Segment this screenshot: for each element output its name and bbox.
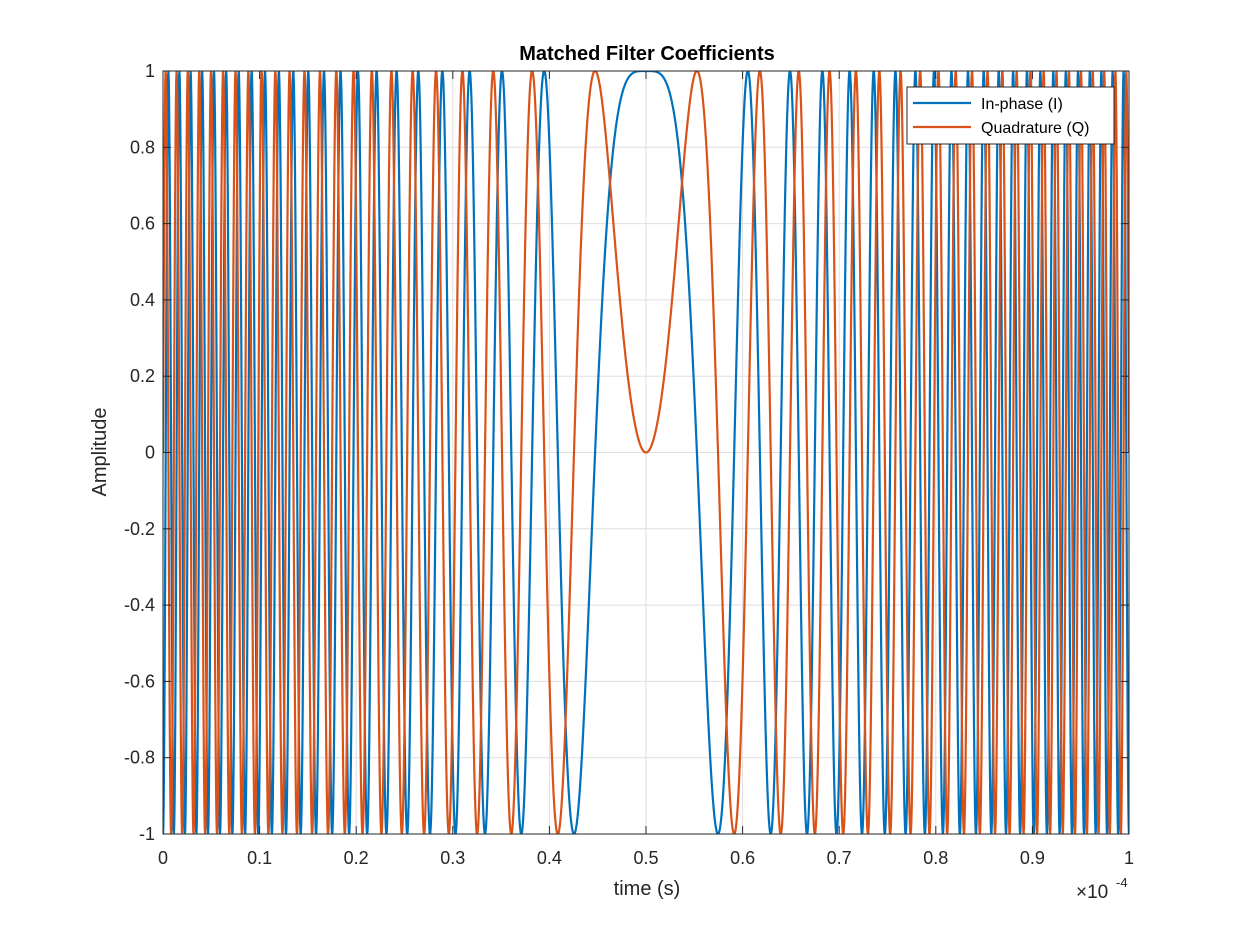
y-tick-label: 0.6 [130, 214, 155, 234]
x-axis-label: time (s) [614, 878, 681, 900]
x-tick-label: 0.1 [247, 848, 272, 868]
y-tick-label: -0.8 [124, 748, 155, 768]
x-tick-label: 0.8 [923, 848, 948, 868]
plot-area [163, 71, 1129, 834]
y-tick-label: 1 [145, 61, 155, 81]
y-tick-label: -0.4 [124, 595, 155, 615]
tick-labels-layer: 0 0.1 0.2 0.3 0.4 0.5 0.6 0.7 0.8 0.9 1 -1 -0.8 -0.6 -… [124, 61, 1134, 868]
chart-title: Matched Filter Coefficients [519, 43, 775, 65]
y-tick-label: 0.4 [130, 290, 155, 310]
x-tick-label: 0.4 [537, 848, 562, 868]
x-tick-label: 0.7 [827, 848, 852, 868]
y-tick-label: 0.8 [130, 137, 155, 157]
x-axis-exponent-power: -4 [1116, 875, 1128, 890]
x-tick-label: 0 [158, 848, 168, 868]
y-tick-label: -1 [139, 824, 155, 844]
x-tick-label: 0.5 [633, 848, 658, 868]
series-line-quadrature [163, 71, 1129, 834]
legend-box [906, 86, 1115, 145]
y-tick-label: 0 [145, 443, 155, 463]
legend-label-in-phase: In-phase (I) [981, 96, 1063, 113]
x-tick-label: 0.3 [440, 848, 465, 868]
ticks-layer [162, 70, 1130, 835]
x-axis-exponent-base: ×10 [1076, 882, 1108, 903]
x-tick-label: 0.6 [730, 848, 755, 868]
y-axis-label: Amplitude [89, 408, 111, 497]
x-axis-exponent: ×10 -4 [1076, 875, 1128, 903]
x-tick-label: 0.2 [344, 848, 369, 868]
x-tick-label: 0.9 [1020, 848, 1045, 868]
legend-label-quadrature: Quadrature (Q) [981, 120, 1089, 137]
y-tick-label: -0.6 [124, 671, 155, 691]
y-tick-label: 0.2 [130, 366, 155, 386]
x-tick-label: 1 [1124, 848, 1134, 868]
y-tick-label: -0.2 [124, 519, 155, 539]
legend: In-phase (I) Quadrature (Q) [906, 86, 1115, 145]
